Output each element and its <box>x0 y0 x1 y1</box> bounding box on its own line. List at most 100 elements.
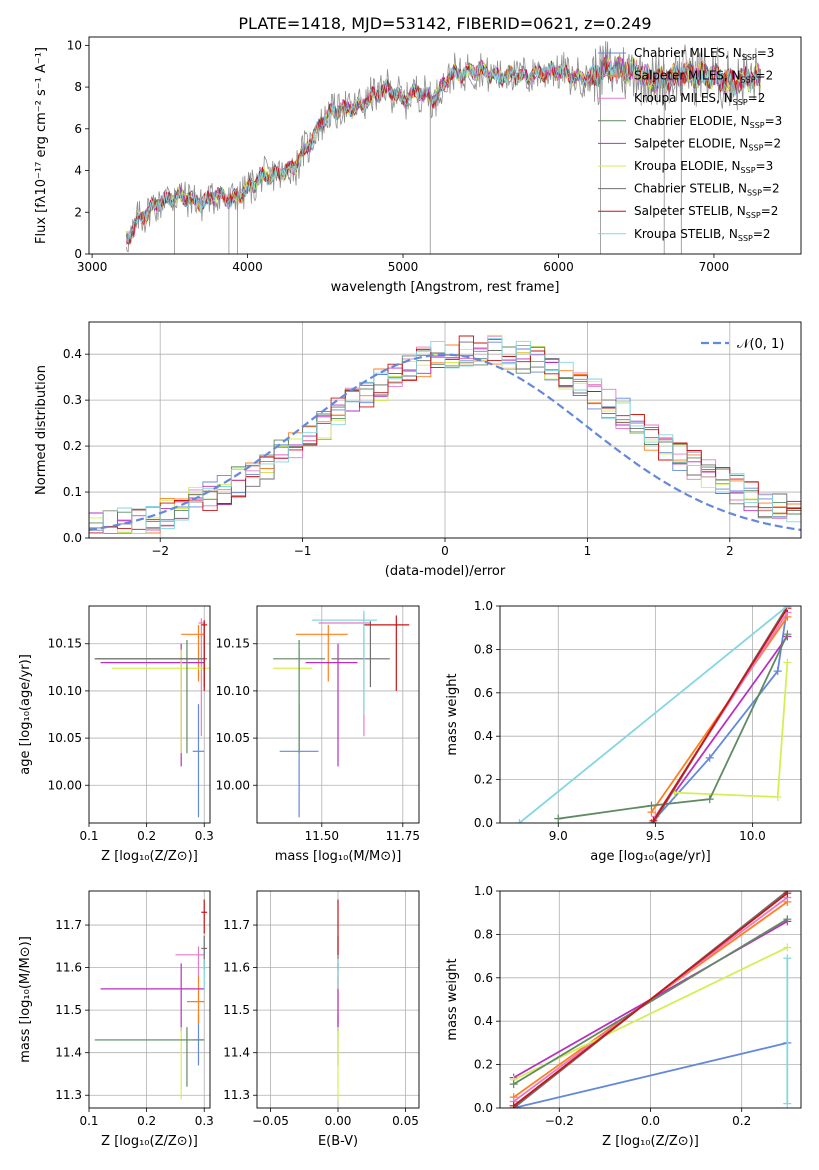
weight-marker <box>705 795 714 804</box>
x-tick-label: 9.0 <box>549 829 568 843</box>
x-tick-label: −0.2 <box>545 1114 574 1128</box>
weight-marker <box>783 606 792 610</box>
y-tick-label: 0.2 <box>474 773 493 787</box>
weight-marker <box>509 1101 518 1108</box>
y-axis-label: mass weight <box>445 673 460 755</box>
y-tick-label: 0.0 <box>63 531 82 545</box>
x-tick-label: 9.5 <box>646 829 665 843</box>
y-tick-label: 11.7 <box>55 918 82 932</box>
age-vs-mass-panel: 11.50 11.75 10.00 10.05 10.10 10.15 mass [log₁… <box>216 605 420 864</box>
x-tick-label: 4000 <box>232 260 263 274</box>
y-tick-label: 1.0 <box>474 599 493 613</box>
y-tick-label: 0.0 <box>474 816 493 830</box>
y-tick-label: 0.0 <box>474 1101 493 1115</box>
weight-marker <box>783 630 792 639</box>
x-tick-label: 0 <box>441 544 449 558</box>
x-tick-label: 0.0 <box>641 1114 660 1128</box>
weight-series-line <box>513 1042 788 1108</box>
y-axis-label: age [log₁₀(age/yr)] <box>18 654 33 775</box>
x-tick-label: 0.3 <box>195 1114 214 1128</box>
model-spectrum-line <box>125 60 761 244</box>
weight-series-line <box>650 606 789 823</box>
weight-marker <box>773 667 782 676</box>
y-tick-label: 11.5 <box>55 1003 82 1017</box>
legend-entry: Chabrier ELODIE, NSSP=3 <box>634 114 782 130</box>
x-tick-label: 3000 <box>77 260 108 274</box>
axes-frame <box>256 605 420 824</box>
figure-title: PLATE=1418, MJD=53142, FIBERID=0621, z=0… <box>238 14 651 33</box>
y-tick-label: 10.05 <box>216 731 250 745</box>
y-tick-label: 11.3 <box>55 1088 82 1102</box>
legend-entry: Chabrier MILES, NSSP=3 <box>634 46 774 62</box>
x-tick-label: 6000 <box>543 260 574 274</box>
x-axis-label: (data-model)/error <box>385 564 506 579</box>
weight-marker <box>773 792 782 801</box>
y-tick-label: 10.05 <box>48 731 82 745</box>
y-tick-label: 0.4 <box>474 1014 493 1028</box>
y-tick-label: 0.4 <box>474 729 493 743</box>
y-tick-label: 11.4 <box>55 1046 82 1060</box>
spectrum-panel: 3000 4000 5000 6000 7000 0 2 4 6 8 10 wavelength [A… <box>34 36 802 295</box>
x-tick-label: 10.0 <box>739 829 766 843</box>
legend-entry: Salpeter ELODIE, NSSP=2 <box>634 136 781 152</box>
x-tick-label: 11.50 <box>305 829 339 843</box>
y-tick-label: 10 <box>67 38 82 52</box>
weight-marker <box>783 943 792 952</box>
x-axis-label: E(B-V) <box>318 1134 358 1149</box>
axes-frame <box>499 890 802 1109</box>
weight-marker <box>783 891 792 898</box>
axes-frame <box>88 605 211 824</box>
weight-marker <box>783 658 792 667</box>
y-axis-label: Flux [fλ10⁻¹⁷ erg cm⁻² s⁻¹ A⁻¹] <box>34 47 49 244</box>
y-tick-label: 0.1 <box>63 485 82 499</box>
x-tick-label: 2 <box>726 544 734 558</box>
y-tick-label: 11.6 <box>55 961 82 975</box>
y-tick-label: 1.0 <box>474 884 493 898</box>
x-axis-label: wavelength [Angstrom, rest frame] <box>331 280 560 295</box>
y-tick-label: 0 <box>74 247 82 261</box>
legend-entry: Kroupa STELIB, NSSP=2 <box>634 227 771 243</box>
legend-entry: Kroupa ELODIE, NSSP=3 <box>634 159 773 175</box>
normal-reference-curve <box>89 353 801 531</box>
x-tick-label: 0.1 <box>79 1114 98 1128</box>
x-axis-label: Z [log₁₀(Z/Z⊙)] <box>602 1134 699 1149</box>
y-tick-label: 11.3 <box>223 1088 250 1102</box>
x-tick-label: 0.2 <box>137 829 156 843</box>
y-tick-label: 0.6 <box>474 971 493 985</box>
x-tick-label: −0.05 <box>252 1114 289 1128</box>
residual-histogram <box>89 338 801 538</box>
plot-area <box>257 891 419 1108</box>
x-axis-label: age [log₁₀(age/yr)] <box>590 849 711 864</box>
x-tick-label: 0.2 <box>732 1114 751 1128</box>
y-tick-label: 0.8 <box>474 642 493 656</box>
x-tick-label: −1 <box>294 544 312 558</box>
x-tick-label: 0.00 <box>325 1114 352 1128</box>
legend-entry: Kroupa MILES, NSSP=2 <box>634 91 765 107</box>
weight-series-line <box>674 635 789 794</box>
axes-frame <box>88 36 802 255</box>
y-tick-label: 0.8 <box>474 927 493 941</box>
x-axis-label: Z [log₁₀(Z/Z⊙)] <box>101 849 198 864</box>
legend-entry: Salpeter STELIB, NSSP=2 <box>634 204 778 220</box>
weight-marker <box>647 801 656 810</box>
spectrum-legend: Chabrier MILES, NSSP=3 Salpeter MILES, NS… <box>598 46 782 243</box>
weight-marker <box>783 915 792 924</box>
weight-marker <box>509 1080 518 1089</box>
weight-series-line <box>513 918 788 1085</box>
age-vs-metallicity-panel: 0.1 0.2 0.3 10.00 10.05 10.10 10.15 Z [log₁₀(Z/… <box>18 605 214 864</box>
x-tick-label: 0.05 <box>392 1114 419 1128</box>
plot-area <box>125 40 761 254</box>
residuals-panel: −2 −1 0 1 2 0.0 0.1 0.2 0.3 0.4 (data-model)/error… <box>34 321 802 579</box>
y-tick-label: 10.10 <box>216 684 250 698</box>
weight-marker <box>783 1099 792 1108</box>
plot-area <box>500 606 801 823</box>
weight-marker <box>554 814 563 823</box>
legend-entry: 𝒩(0, 1) <box>737 337 784 352</box>
weight-series-line <box>518 606 788 823</box>
plot-area <box>89 322 801 538</box>
legend-entry: Chabrier STELIB, NSSP=2 <box>634 182 780 198</box>
y-tick-label: 11.7 <box>223 918 250 932</box>
y-tick-label: 10.15 <box>216 637 250 651</box>
axes-frame <box>256 890 420 1109</box>
